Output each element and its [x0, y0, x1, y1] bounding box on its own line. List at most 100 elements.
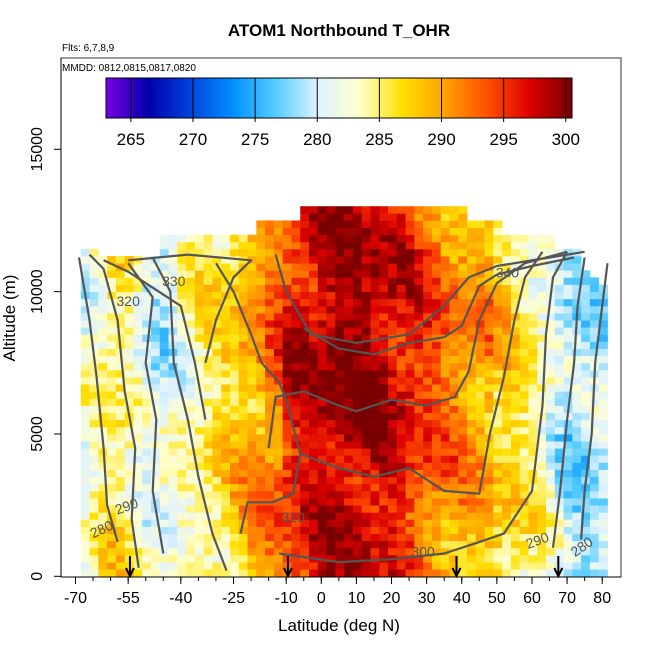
heatmap-cell [581, 348, 591, 357]
heatmap-cell [467, 270, 477, 278]
heatmap-cell [361, 270, 371, 278]
heatmap-cell [265, 533, 275, 542]
heatmap-cell [414, 320, 424, 328]
colorbar-swatch [419, 78, 424, 118]
heatmap-cell [89, 305, 99, 314]
heatmap-cell [238, 441, 248, 449]
heatmap-cell [150, 490, 161, 499]
heatmap-cell [107, 441, 117, 449]
heatmap-cell [440, 391, 450, 399]
heatmap-cell [133, 455, 143, 463]
heatmap-cell [107, 284, 117, 293]
heatmap-cell [484, 526, 494, 534]
heatmap-cell [458, 526, 468, 534]
heatmap-cell [309, 540, 319, 549]
heatmap-cell [300, 248, 310, 257]
heatmap-cell [396, 426, 406, 435]
heatmap-cell [423, 270, 433, 278]
heatmap-cell [177, 419, 187, 428]
heatmap-cell [537, 426, 547, 435]
heatmap-cell [186, 334, 196, 342]
heatmap-cell [230, 398, 240, 406]
x-tick-label: 80 [593, 590, 611, 607]
colorbar-swatch [242, 78, 247, 118]
heatmap-cell [335, 441, 345, 449]
heatmap-cell [414, 284, 424, 293]
colorbar-swatch [270, 78, 275, 118]
heatmap-cell [80, 341, 90, 349]
heatmap-cell [361, 305, 371, 314]
heatmap-cell [519, 490, 529, 499]
heatmap-cell [159, 498, 169, 506]
heatmap-cell [449, 483, 459, 492]
heatmap-cell [572, 483, 582, 492]
heatmap-cell [449, 256, 459, 264]
heatmap-cell [414, 426, 424, 435]
heatmap-cell [493, 348, 503, 357]
heatmap-cell [440, 490, 450, 499]
heatmap-cell [80, 369, 90, 378]
heatmap-cell [510, 526, 521, 534]
heatmap-cell [282, 490, 292, 499]
heatmap-cell [168, 505, 178, 513]
heatmap-cell [168, 455, 178, 463]
heatmap-cell [203, 498, 213, 506]
colorbar-swatch [410, 78, 415, 118]
heatmap-cell [361, 377, 371, 385]
heatmap-cell [273, 405, 284, 414]
heatmap-cell [414, 490, 424, 499]
heatmap-cell [186, 526, 196, 534]
heatmap-cell [273, 277, 284, 285]
heatmap-cell [98, 277, 108, 285]
heatmap-cell [563, 462, 573, 470]
colorbar-swatch [457, 78, 461, 118]
heatmap-cell [598, 355, 608, 364]
heatmap-cell [344, 448, 354, 456]
heatmap-cell [344, 284, 354, 293]
heatmap-cell [212, 533, 222, 542]
heatmap-cell [502, 455, 512, 463]
heatmap-cell [510, 320, 521, 328]
heatmap-cell [168, 284, 178, 293]
heatmap-cell [326, 284, 336, 293]
colorbar-swatch [519, 78, 523, 118]
heatmap-cell [379, 362, 389, 371]
heatmap-cell [423, 419, 433, 428]
heatmap-cell [282, 234, 292, 243]
heatmap-cell [423, 277, 433, 285]
heatmap-cell [414, 327, 424, 335]
heatmap-cell [265, 369, 275, 378]
heatmap-cell [458, 412, 468, 421]
heatmap-cell [572, 256, 582, 264]
heatmap-cell [440, 426, 450, 435]
heatmap-cell [423, 320, 433, 328]
heatmap-cell [212, 526, 222, 534]
x-axis-label: Latitude (deg N) [278, 616, 400, 635]
heatmap-cell [388, 405, 398, 414]
heatmap-cell [467, 227, 477, 236]
heatmap-cell [309, 320, 319, 328]
heatmap-cell [300, 441, 310, 449]
heatmap-cell [396, 348, 406, 357]
heatmap-cell [581, 305, 591, 314]
heatmap-cell [265, 483, 275, 492]
heatmap-cell [194, 241, 205, 250]
colorbar-swatch [301, 78, 306, 118]
heatmap-cell [493, 305, 503, 314]
heatmap-cell [186, 547, 196, 556]
heatmap-cell [168, 512, 178, 520]
heatmap-cell [458, 256, 468, 264]
heatmap-cell [431, 490, 442, 499]
heatmap-cell [537, 462, 547, 470]
heatmap-cell [510, 298, 521, 307]
heatmap-cell [115, 384, 126, 392]
heatmap-cell [379, 256, 389, 264]
heatmap-cell [159, 284, 169, 293]
heatmap-cell [484, 469, 494, 478]
heatmap-cell [186, 234, 196, 243]
heatmap-cell [440, 469, 450, 478]
heatmap-cell [80, 405, 90, 414]
heatmap-cell [265, 256, 275, 264]
heatmap-cell [194, 270, 205, 278]
heatmap-cell [414, 341, 424, 349]
